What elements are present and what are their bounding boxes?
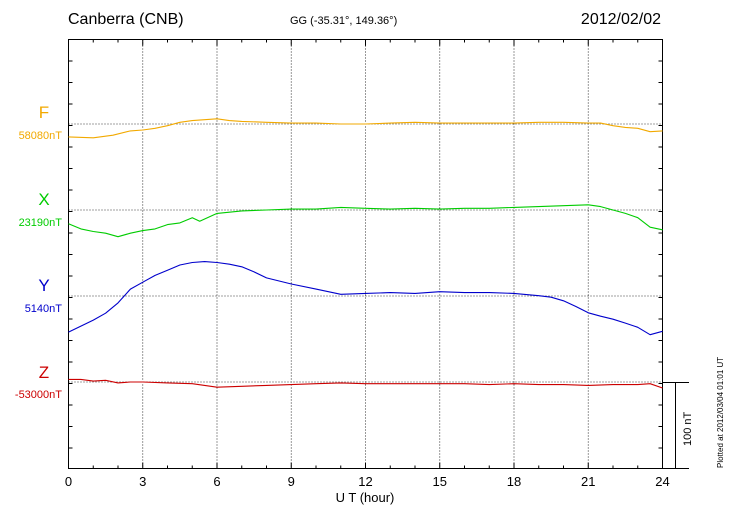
series-line-f [68,118,663,139]
grid [68,39,663,469]
x-tick-label: 15 [433,474,447,489]
scale-bar-label: 100 nT [682,411,694,446]
axis-ticks: 0 3 6 9 12 15 18 21 24 [65,39,670,489]
series-line-x [68,204,663,238]
x-tick-label: 3 [139,474,146,489]
x-tick-label: 0 [65,474,72,489]
x-axis-label: U T (hour) [336,490,395,505]
series-group [68,118,663,389]
station-title: Canberra (CNB) [68,11,184,28]
series-baseline-f: 58080nT [19,130,63,142]
series-line-y [68,261,663,336]
series-name-z: Z [39,363,49,382]
plot-frame [68,39,663,469]
plotted-timestamp: Plotted at 2012/03/04 01:01 UT [716,356,725,468]
series-baseline-x: 23190nT [19,217,63,229]
labels-group: F 58080nT X 23190nT Y 5140nT Z -53000nT [15,103,62,401]
series-baseline-z: -53000nT [15,389,62,401]
x-tick-label: 9 [288,474,295,489]
observation-date: 2012/02/02 [580,11,661,28]
scale-bar: 100 nT [662,382,694,469]
x-tick-label: 24 [655,474,669,489]
x-tick-label: 21 [581,474,595,489]
x-tick-label: 6 [213,474,220,489]
station-coordinates: GG (-35.31°, 149.36°) [290,15,398,27]
series-name-f: F [39,103,49,122]
series-baseline-y: 5140nT [25,303,63,315]
x-tick-label: 18 [507,474,521,489]
series-line-z [68,378,663,389]
series-name-x: X [38,190,49,209]
x-tick-label: 12 [358,474,372,489]
series-name-y: Y [38,276,49,295]
